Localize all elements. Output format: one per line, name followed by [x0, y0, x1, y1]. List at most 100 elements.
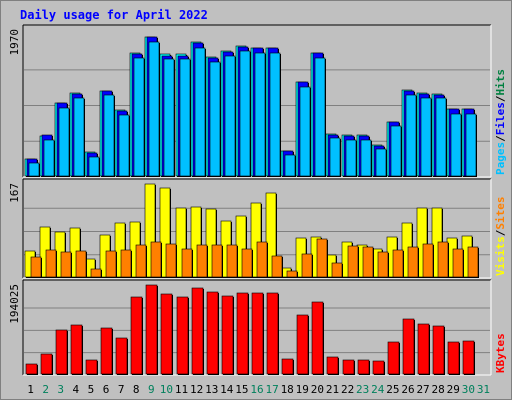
bar-sites-day-25	[392, 249, 404, 278]
bar-sites-day-7	[120, 249, 132, 278]
bar-visits-day-27	[416, 207, 428, 278]
bar-sites-day-5	[90, 268, 102, 278]
bar-kbytes-day-9	[145, 284, 158, 375]
bar-sites-day-9	[150, 241, 162, 278]
legend-hits: Hits	[494, 69, 507, 96]
bar-pages-day-28	[435, 97, 447, 177]
legend: KBytes	[494, 333, 507, 373]
bar-sites-day-26	[407, 246, 419, 278]
legend: Visits/Sites	[494, 197, 507, 277]
bar-kbytes-day-7	[115, 337, 128, 375]
bar-sites-day-21	[331, 262, 343, 278]
bar-kbytes-day-20	[311, 301, 324, 375]
bar-sites-day-16	[256, 241, 268, 278]
bar-pages-day-15	[239, 50, 251, 177]
bar-sites-day-18	[286, 270, 298, 278]
legend-separator: /	[494, 135, 507, 142]
bar-pages-day-3	[58, 107, 70, 177]
bar-sites-day-10	[165, 243, 177, 278]
x-tick-label: 14	[220, 383, 234, 396]
bar-sites-day-1	[30, 256, 42, 278]
x-tick-label: 26	[401, 383, 414, 396]
bar-pages-day-16	[254, 52, 266, 177]
x-tick-label: 23	[356, 383, 369, 396]
x-tick-label: 21	[326, 383, 339, 396]
bar-pages-day-21	[329, 137, 341, 177]
y-max-label: 1970	[8, 29, 21, 56]
bar-pages-day-22	[345, 139, 357, 177]
bar-sites-day-28	[437, 241, 449, 278]
x-tick-label: 9	[148, 383, 155, 396]
x-tick-label: 27	[416, 383, 429, 396]
bar-pages-day-23	[360, 139, 372, 177]
x-tick-label: 8	[133, 383, 140, 396]
legend-visits: Visits	[494, 236, 507, 276]
legend-files: Files	[494, 102, 507, 135]
bar-pages-day-13	[209, 61, 221, 177]
bar-kbytes-day-5	[85, 359, 98, 375]
bar-kbytes-day-21	[326, 356, 339, 375]
bar-kbytes-day-4	[70, 324, 83, 375]
bar-visits-day-13	[205, 208, 217, 278]
x-tick-label: 18	[281, 383, 294, 396]
bar-kbytes-day-18	[281, 358, 294, 375]
bar-visits-day-9	[144, 183, 156, 278]
bar-pages-day-7	[118, 114, 130, 177]
bar-pages-day-18	[284, 154, 296, 177]
x-tick-label: 11	[175, 383, 188, 396]
bar-pages-day-17	[269, 52, 281, 177]
x-tick-label: 28	[432, 383, 445, 396]
legend-pages: Pages	[494, 142, 507, 175]
x-tick-label: 24	[371, 383, 385, 396]
bar-sites-day-4	[75, 250, 87, 278]
bar-sites-day-22	[347, 245, 359, 278]
bar-kbytes-day-6	[100, 327, 113, 375]
bar-visits-day-17	[265, 192, 277, 278]
legend-kbytes: KBytes	[494, 333, 507, 373]
bar-pages-day-26	[405, 94, 417, 177]
x-tick-label: 15	[235, 383, 248, 396]
x-tick-label: 30	[462, 383, 475, 396]
x-tick-label: 4	[73, 383, 80, 396]
x-tick-label: 20	[311, 383, 324, 396]
bar-pages-day-11	[179, 58, 191, 177]
bar-pages-day-30	[465, 113, 477, 177]
bar-visits-day-16	[250, 202, 262, 278]
bar-sites-day-12	[196, 244, 208, 278]
legend-sites: Sites	[494, 197, 507, 230]
bar-visits-day-10	[159, 187, 171, 278]
x-tick-label: 1	[27, 383, 34, 396]
x-tick-label: 10	[160, 383, 173, 396]
bar-pages-day-5	[88, 156, 100, 177]
chart-title: Daily usage for April 2022	[20, 8, 208, 22]
bar-pages-day-19	[299, 86, 311, 177]
bar-kbytes-day-28	[432, 325, 445, 375]
bar-kbytes-day-30	[462, 340, 475, 375]
bar-sites-day-8	[135, 244, 147, 278]
x-tick-label: 22	[341, 383, 354, 396]
bar-sites-day-23	[362, 246, 374, 278]
bar-visits-day-12	[190, 206, 202, 278]
bar-sites-day-6	[105, 250, 117, 278]
bar-kbytes-day-8	[130, 296, 143, 375]
bar-kbytes-day-10	[160, 293, 173, 375]
x-tick-label: 7	[118, 383, 125, 396]
bar-pages-day-24	[375, 148, 387, 177]
bar-kbytes-day-16	[251, 292, 264, 375]
bar-sites-day-27	[422, 243, 434, 278]
x-tick-label: 16	[250, 383, 263, 396]
bar-pages-day-20	[314, 57, 326, 177]
bar-pages-day-6	[103, 94, 115, 177]
bar-sites-day-24	[377, 251, 389, 278]
x-tick-label: 2	[42, 383, 49, 396]
x-tick-label: 3	[57, 383, 64, 396]
bar-kbytes-day-11	[176, 296, 189, 375]
bar-kbytes-day-25	[387, 341, 400, 375]
legend-separator: /	[494, 95, 507, 102]
bar-kbytes-day-27	[417, 323, 430, 375]
bar-pages-day-27	[420, 97, 432, 177]
x-tick-label: 5	[88, 383, 95, 396]
legend-separator: /	[494, 229, 507, 236]
